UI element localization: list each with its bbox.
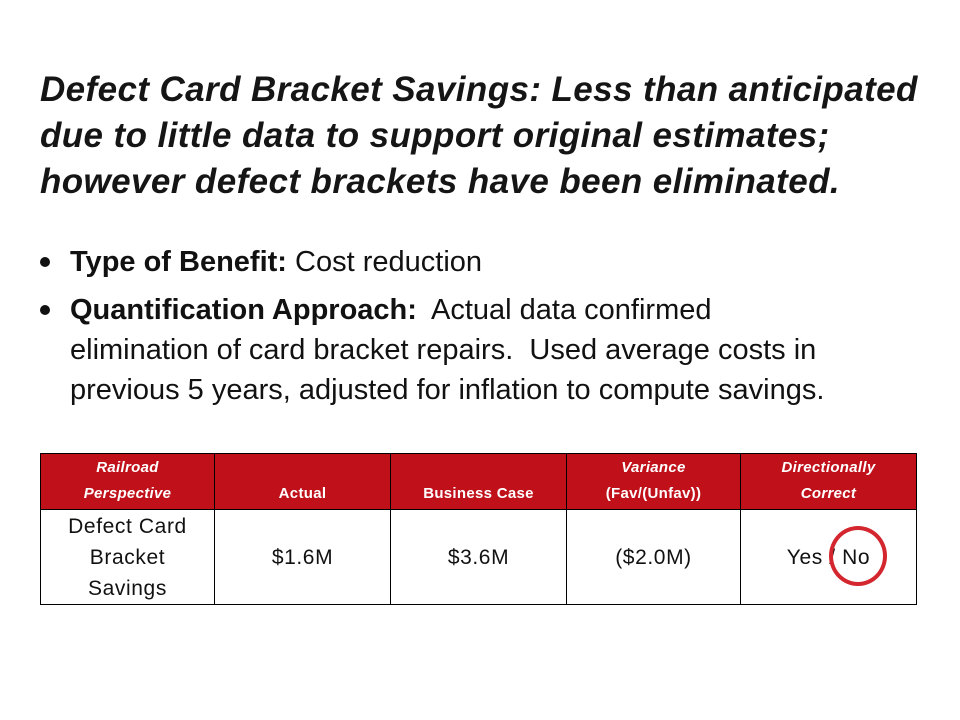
header-line: Perspective [83,485,172,502]
bullet-list: Type of Benefit: Cost reduction Quantifi… [40,242,940,410]
header-line: Railroad [96,459,159,476]
bullet-text-line: elimination of card bracket repairs. Use… [70,334,817,366]
header-business-case: Business Case [390,453,567,510]
cell-directionally-correct: Yes / No [740,509,917,605]
answer-no-wrap: No [829,526,888,586]
header-variance: Variance (Fav/(Unfav)) [566,453,741,510]
table-row: Defect Card Bracket Savings $1.6M $3.6M … [40,509,917,605]
header-line: Actual [278,485,327,502]
cell-actual: $1.6M [214,509,391,605]
cell-line: Defect Card [68,514,187,538]
savings-table: Railroad Perspective Actual Business Cas… [40,453,917,605]
header-actual: Actual [214,453,391,510]
header-line: Business Case [423,485,534,502]
bullet-icon [40,257,50,267]
table-header-row: Railroad Perspective Actual Business Cas… [40,453,917,510]
slide-title-line: Defect Card Bracket Savings: Less than a… [40,70,918,109]
cell-variance: ($2.0M) [566,509,741,605]
header-line: Variance [621,459,686,476]
cell-line: Savings [88,576,167,600]
header-line: Correct [800,485,857,502]
bullet-text-line: previous 5 years, adjusted for inflation… [70,374,825,406]
bullet-text: Cost reduction [295,246,483,278]
header-directionally-correct: Directionally Correct [740,453,917,510]
header-line: (Fav/(Unfav)) [605,485,702,502]
bullet-label: Type of Benefit: [70,246,287,278]
bullet-text-line: Actual data confirmed [431,294,712,326]
bullet-item-quantification: Quantification Approach: Actual data con… [40,290,940,410]
answer-separator: / [829,545,836,569]
answer-yes: Yes [786,545,823,569]
bullet-item-benefit-type: Type of Benefit: Cost reduction [40,242,940,282]
slide-title-line: due to little data to support original e… [40,116,830,155]
answer-no: No [842,545,871,569]
bullet-icon [40,305,50,315]
header-railroad-perspective: Railroad Perspective [40,453,215,510]
cell-line: Bracket [89,545,166,569]
header-line: Directionally [781,459,876,476]
bullet-label: Quantification Approach: [70,294,417,326]
cell-business-case: $3.6M [390,509,567,605]
cell-railroad-perspective: Defect Card Bracket Savings [40,509,215,605]
slide-title: Defect Card Bracket Savings: Less than a… [40,67,918,205]
slide-title-line: however defect brackets have been elimin… [40,162,840,201]
